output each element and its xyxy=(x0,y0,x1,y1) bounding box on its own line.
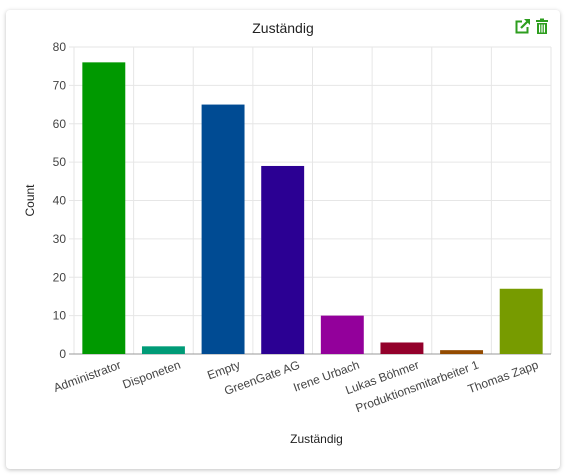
bar-administrator[interactable] xyxy=(82,62,126,354)
y-tick-label: 50 xyxy=(53,155,67,169)
y-tick-label: 70 xyxy=(53,78,67,92)
trash-icon[interactable] xyxy=(534,18,550,34)
bar-greengate-ag[interactable] xyxy=(261,165,305,354)
bar-irene-urbach[interactable] xyxy=(320,315,364,354)
y-axis-title: Count xyxy=(23,184,37,217)
x-tick-label: Disponeten xyxy=(121,358,183,392)
y-tick-label: 10 xyxy=(53,309,67,323)
y-tick-label: 40 xyxy=(53,194,67,208)
x-axis-title: Zuständig xyxy=(290,432,343,446)
bar-thomas-zapp[interactable] xyxy=(499,288,543,354)
bar-disponeten[interactable] xyxy=(141,346,185,354)
chart-widget: Zuständig 0 10 20 30 40 50 60 70 80 Administrator… xyxy=(6,10,560,469)
y-tick-label: 20 xyxy=(53,270,67,284)
chart-title: Zuständig xyxy=(252,20,314,36)
bar-produktionsmitarbeiter-1[interactable] xyxy=(440,350,484,354)
x-tick-label: Administrator xyxy=(52,358,123,395)
y-tick-label: 80 xyxy=(53,40,67,54)
widget-tools xyxy=(515,18,550,34)
bar-lukas-b-hmer[interactable] xyxy=(380,342,424,354)
bar-empty[interactable] xyxy=(201,104,245,354)
bar-chart: 0 10 20 30 40 50 60 70 80 AdministratorDisponeten… xyxy=(23,40,552,446)
y-tick-label: 0 xyxy=(59,347,66,361)
y-tick-label: 30 xyxy=(53,232,67,246)
y-tick-label: 60 xyxy=(53,117,67,131)
open-external-icon[interactable] xyxy=(515,18,531,34)
widget-header: Zuständig xyxy=(6,10,560,44)
